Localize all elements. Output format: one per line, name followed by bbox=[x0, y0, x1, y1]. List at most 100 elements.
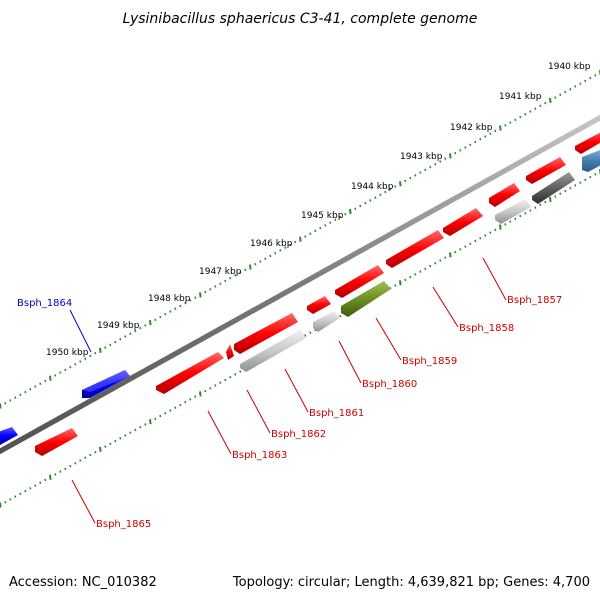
scale-tick bbox=[464, 146, 467, 149]
scale-tick bbox=[24, 390, 27, 394]
scale-tick bbox=[194, 395, 197, 398]
scale-tick bbox=[354, 207, 357, 210]
scale-tick bbox=[569, 87, 572, 91]
scale-tick bbox=[129, 332, 132, 335]
scale-tick bbox=[239, 370, 242, 373]
leader-bsph-1859 bbox=[375, 317, 402, 361]
scale-tick bbox=[479, 138, 482, 141]
scale-tick bbox=[234, 373, 237, 376]
scale-tick bbox=[214, 384, 217, 387]
gene-small-red[interactable] bbox=[226, 344, 234, 360]
scale-tick bbox=[424, 168, 427, 172]
reverse-genes[interactable] bbox=[35, 130, 600, 456]
gene-label[interactable]: Bsph_1863 bbox=[232, 450, 287, 461]
scale-tick bbox=[214, 285, 217, 288]
scale-tick bbox=[564, 90, 567, 94]
scale-tick bbox=[469, 143, 472, 147]
accession-text: Accession: NC_010382 bbox=[9, 575, 157, 590]
label-leaders bbox=[69, 257, 507, 524]
gene-red-top[interactable] bbox=[335, 265, 384, 298]
gene-darkgray[interactable] bbox=[532, 172, 575, 204]
scale-tick bbox=[109, 343, 112, 347]
gene-forward-left[interactable] bbox=[0, 427, 18, 445]
scale-tick bbox=[9, 498, 12, 501]
scale-tick bbox=[559, 192, 562, 196]
scale-tick bbox=[119, 338, 122, 341]
scale-tick bbox=[519, 214, 522, 218]
scale-tick bbox=[224, 378, 227, 382]
gene-bsph-1861[interactable] bbox=[240, 330, 306, 372]
gene-bsph-1865[interactable] bbox=[35, 428, 78, 456]
scale-tick bbox=[544, 200, 547, 204]
scale-tick bbox=[64, 368, 67, 372]
gene-red-right[interactable] bbox=[526, 157, 566, 184]
gene-red-short[interactable] bbox=[489, 183, 520, 207]
gene-forward-right[interactable] bbox=[582, 148, 600, 172]
scale-tick bbox=[149, 419, 152, 425]
scale-tick bbox=[464, 245, 467, 248]
scale-tick bbox=[339, 314, 342, 318]
scale-tick bbox=[534, 107, 537, 110]
gene-bsph-1863[interactable] bbox=[156, 352, 224, 394]
scale-tick bbox=[444, 157, 447, 160]
gene-bsph-1859[interactable] bbox=[341, 281, 391, 317]
scale-tick bbox=[594, 173, 597, 176]
scale-tick bbox=[409, 275, 412, 279]
gene-label[interactable]: Bsph_1858 bbox=[459, 323, 514, 334]
gene-bsph-1858[interactable] bbox=[443, 208, 483, 236]
gene-bsph-1857[interactable] bbox=[495, 199, 531, 224]
gene-label[interactable]: Bsph_1857 bbox=[507, 295, 562, 306]
gene-red-mid[interactable] bbox=[307, 296, 331, 314]
scale-tick bbox=[249, 264, 252, 270]
scale-tick bbox=[509, 220, 512, 223]
scale-tick bbox=[459, 149, 462, 152]
gene-red-long[interactable] bbox=[386, 230, 444, 268]
scale-tick bbox=[89, 354, 92, 358]
scale-tick bbox=[439, 160, 442, 163]
scale-tick bbox=[144, 324, 147, 327]
scale-tick bbox=[0, 403, 2, 409]
scale-tick bbox=[39, 481, 42, 485]
gene-bsph-1860[interactable] bbox=[313, 311, 340, 332]
scale-tick bbox=[44, 478, 47, 482]
scale-tick bbox=[294, 240, 297, 244]
scale-tick bbox=[584, 79, 587, 83]
scale-tick bbox=[179, 403, 182, 407]
gene-red-far-right[interactable] bbox=[575, 130, 600, 154]
scale-tick bbox=[349, 208, 352, 215]
gene-label[interactable]: Bsph_1860 bbox=[362, 379, 417, 390]
scale-tick bbox=[484, 234, 487, 237]
scale-tick bbox=[184, 301, 187, 305]
scale-tick bbox=[589, 76, 592, 80]
scale-tick bbox=[539, 104, 542, 108]
scale-tick bbox=[319, 226, 322, 230]
scale-tick bbox=[519, 115, 522, 119]
kbp-label: 1944 kbp bbox=[351, 182, 394, 192]
kbp-label: 1948 kbp bbox=[148, 294, 191, 304]
gene-bsph-1864[interactable] bbox=[82, 370, 130, 398]
leader-bsph-1858 bbox=[432, 286, 459, 328]
leader-bsph-1857 bbox=[482, 257, 507, 301]
kbp-label: 1941 kbp bbox=[499, 92, 542, 102]
scale-tick bbox=[574, 184, 577, 187]
gene-label[interactable]: Bsph_1859 bbox=[402, 356, 457, 367]
gene-label[interactable]: Bsph_1862 bbox=[271, 429, 326, 440]
scale-tick bbox=[189, 398, 192, 401]
gene-label[interactable]: Bsph_1865 bbox=[96, 519, 151, 530]
gene-bsph-1862[interactable] bbox=[234, 313, 298, 354]
scale-tick bbox=[549, 196, 552, 202]
scale-tick bbox=[414, 174, 417, 177]
scale-tick bbox=[24, 489, 27, 493]
scale-tick bbox=[169, 310, 172, 313]
scale-tick bbox=[29, 388, 32, 391]
gene-label[interactable]: Bsph_1864 bbox=[17, 298, 72, 309]
scale-tick bbox=[409, 176, 412, 180]
scale-tick bbox=[404, 179, 407, 183]
scale-tick bbox=[314, 229, 317, 233]
gene-label[interactable]: Bsph_1861 bbox=[309, 408, 364, 419]
scale-tick bbox=[39, 382, 42, 386]
scale-tick bbox=[329, 221, 332, 224]
scale-tick bbox=[74, 363, 77, 366]
kbp-label: 1946 kbp bbox=[250, 239, 293, 249]
kbp-label: 1940 kbp bbox=[548, 62, 591, 72]
